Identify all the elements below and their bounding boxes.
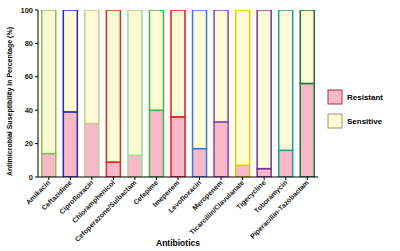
- y-tick-label: 60: [25, 72, 33, 81]
- bar-segment: [236, 165, 250, 177]
- legend-label: Sensitive: [347, 117, 383, 126]
- x-axis-title: Antibiotics: [156, 238, 200, 248]
- legend-label: Resistant: [347, 93, 383, 102]
- bar-segment: [106, 10, 120, 162]
- y-tick-label: 80: [25, 39, 33, 48]
- y-tick: [35, 43, 38, 44]
- bar-segment: [257, 169, 271, 177]
- bar-segment: [171, 10, 185, 117]
- y-tick-label: 100: [20, 6, 33, 15]
- y-tick-label: 0: [29, 173, 33, 182]
- x-tick: [285, 177, 286, 180]
- legend-swatch: [328, 90, 342, 104]
- y-tick-label: 40: [25, 106, 33, 115]
- bar-segment: [279, 150, 293, 177]
- x-tick-label: Piperacillin-Tazobactam: [249, 179, 311, 241]
- x-tick: [242, 177, 243, 180]
- legend-swatch: [328, 114, 342, 128]
- x-tick: [48, 177, 49, 180]
- y-axis-title: Antimicrobial Suseptibility in Percentag…: [6, 27, 14, 176]
- bar-segment: [257, 10, 271, 169]
- x-tick: [134, 177, 135, 180]
- bar-segment: [300, 83, 314, 177]
- y-axis-line: [38, 10, 39, 177]
- bar-segment: [106, 162, 120, 177]
- bar-segment: [214, 122, 228, 177]
- bar-segment: [128, 155, 142, 177]
- y-tick: [35, 110, 38, 111]
- bar-segment: [193, 10, 207, 149]
- x-tick: [221, 177, 222, 180]
- bar-segment: [193, 149, 207, 177]
- legend: Resistant Sensitive: [328, 90, 383, 128]
- y-tick-label: 20: [25, 139, 33, 148]
- bar-segment: [63, 112, 77, 177]
- x-tick: [264, 177, 265, 180]
- bar-segment: [128, 10, 142, 155]
- bar-segment: [300, 10, 314, 83]
- x-tick: [113, 177, 114, 180]
- bar-segment: [42, 10, 56, 154]
- x-tick: [91, 177, 92, 180]
- x-tick: [178, 177, 179, 180]
- bar-segment: [42, 154, 56, 177]
- bar-segment: [85, 10, 99, 124]
- bar-segment: [85, 124, 99, 177]
- y-tick: [35, 177, 38, 178]
- y-tick: [35, 10, 38, 11]
- y-tick: [35, 143, 38, 144]
- bar-segment: [149, 10, 163, 110]
- x-tick: [156, 177, 157, 180]
- x-tick-label: Ciprofloxacin: [58, 179, 95, 216]
- bar-segment: [149, 110, 163, 177]
- y-tick: [35, 76, 38, 77]
- x-tick: [307, 177, 308, 180]
- chart: 020406080100AmikacinCeftazidimeCiproflox…: [0, 0, 400, 251]
- bar-segment: [236, 10, 250, 165]
- bars: [42, 10, 314, 177]
- bar-segment: [171, 117, 185, 177]
- bar-segment: [214, 10, 228, 122]
- x-tick: [199, 177, 200, 180]
- x-tick: [70, 177, 71, 180]
- x-tick-label: Cefoperazone/Sulbactam: [74, 179, 139, 244]
- bar-segment: [279, 10, 293, 150]
- bar-segment: [63, 10, 77, 112]
